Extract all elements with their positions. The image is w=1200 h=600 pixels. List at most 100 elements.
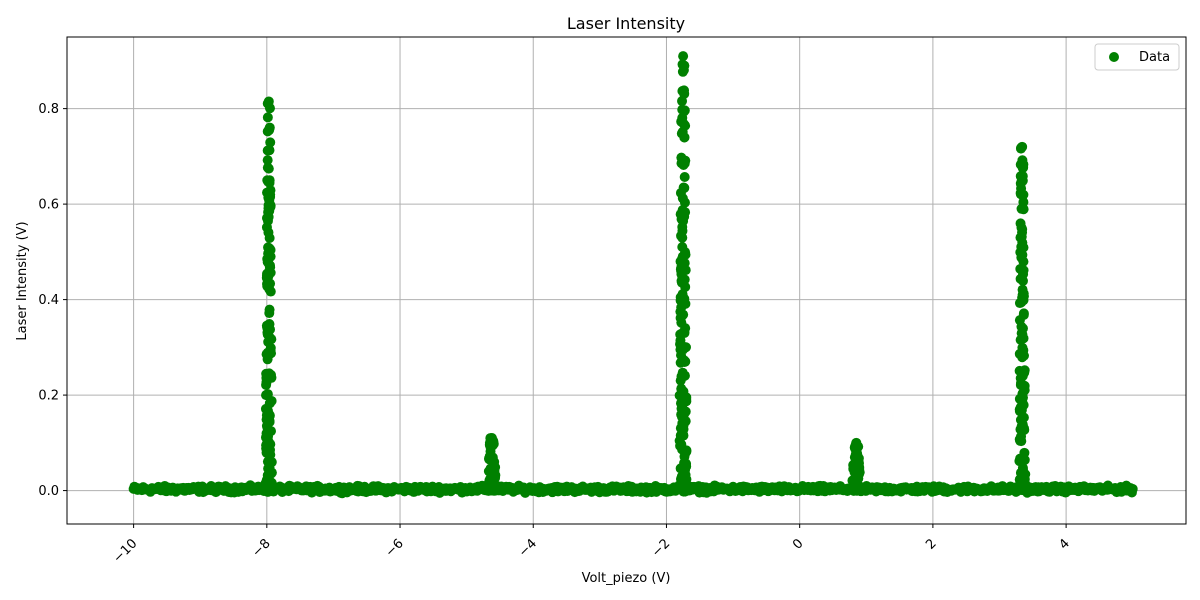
data-point — [264, 125, 275, 136]
data-point — [678, 429, 689, 440]
data-point — [484, 453, 495, 464]
data-point — [1017, 370, 1028, 381]
data-point — [1017, 478, 1028, 489]
data-point — [261, 270, 272, 281]
data-point — [1018, 295, 1029, 306]
data-point — [1017, 227, 1028, 238]
y-axis-label: Laser Intensity (V) — [15, 221, 30, 340]
data-point — [262, 215, 273, 226]
y-tick-label: 0.2 — [38, 389, 59, 404]
data-point — [265, 201, 276, 212]
data-point — [262, 162, 273, 173]
data-point — [489, 482, 500, 493]
data-point — [677, 222, 688, 233]
data-point — [677, 309, 688, 320]
data-point — [676, 254, 687, 265]
data-point — [1127, 483, 1138, 494]
data-point — [679, 132, 690, 143]
data-point — [266, 372, 277, 383]
data-point — [679, 459, 690, 470]
data-point — [677, 112, 688, 123]
data-point — [1015, 171, 1026, 182]
data-point — [262, 413, 273, 424]
data-point — [850, 471, 861, 482]
legend-box — [1094, 43, 1180, 71]
legend-marker — [1109, 52, 1119, 62]
data-point — [264, 145, 275, 156]
y-tick-label: 0.8 — [38, 102, 59, 117]
data-point — [676, 152, 687, 163]
data-point — [261, 379, 272, 390]
data-point — [675, 264, 686, 275]
data-point — [678, 51, 689, 62]
data-point — [853, 481, 864, 492]
data-point — [681, 396, 692, 407]
data-point — [263, 96, 274, 107]
chart-title: Laser Intensity — [567, 14, 685, 33]
legend: Data — [1094, 43, 1180, 71]
data-point — [680, 481, 691, 492]
data-point — [266, 334, 277, 345]
data-point — [680, 207, 691, 218]
data-point — [262, 112, 273, 123]
data-point — [1018, 204, 1029, 215]
data-point — [1018, 256, 1029, 267]
data-point — [677, 367, 688, 378]
y-axis-ticks: 0.0 0.2 0.4 0.6 0.8 — [38, 102, 67, 499]
data-point — [679, 274, 690, 285]
data-point — [1017, 141, 1028, 152]
data-point — [850, 456, 861, 467]
data-point — [263, 439, 274, 450]
data-point — [1016, 436, 1027, 447]
y-tick-label: 0.4 — [38, 293, 59, 308]
data-point — [1014, 315, 1025, 326]
data-point — [486, 433, 497, 444]
data-point — [1016, 241, 1027, 252]
data-point — [1014, 393, 1025, 404]
data-point — [1018, 159, 1029, 170]
data-point — [677, 66, 688, 77]
data-point — [677, 96, 688, 107]
data-point — [264, 463, 275, 474]
data-point — [676, 409, 687, 420]
data-point — [1016, 467, 1027, 478]
data-point — [265, 244, 276, 255]
data-point — [263, 227, 274, 238]
data-point — [1018, 189, 1029, 200]
y-tick-label: 0.6 — [38, 198, 59, 213]
data-point — [679, 171, 690, 182]
data-point — [1018, 269, 1029, 280]
data-point — [677, 193, 688, 204]
data-points — [128, 51, 1138, 499]
x-axis-label: Volt_piezo (V) — [582, 571, 671, 586]
data-point — [679, 472, 690, 483]
data-point — [1017, 419, 1028, 430]
data-point — [262, 155, 273, 166]
data-point — [265, 137, 276, 148]
data-point — [1015, 453, 1026, 464]
data-point — [264, 177, 275, 188]
data-point — [677, 342, 688, 353]
data-point — [265, 482, 276, 493]
data-point — [262, 423, 273, 434]
data-point — [1019, 380, 1030, 391]
data-point — [1017, 329, 1028, 340]
data-point — [262, 253, 273, 264]
data-point — [265, 191, 276, 202]
data-point — [677, 85, 688, 96]
data-point — [262, 322, 273, 333]
data-point — [261, 349, 272, 360]
data-point — [677, 444, 688, 455]
data-point — [1018, 197, 1029, 208]
data-point — [488, 463, 499, 474]
plot-area-frame — [66, 36, 1187, 525]
legend-label: Data — [1139, 50, 1170, 65]
data-point — [680, 356, 691, 367]
data-point — [261, 390, 272, 401]
data-point — [851, 437, 862, 448]
data-point — [680, 298, 691, 309]
data-point — [676, 230, 687, 241]
y-tick-label: 0.0 — [38, 484, 59, 499]
data-point — [677, 418, 688, 429]
